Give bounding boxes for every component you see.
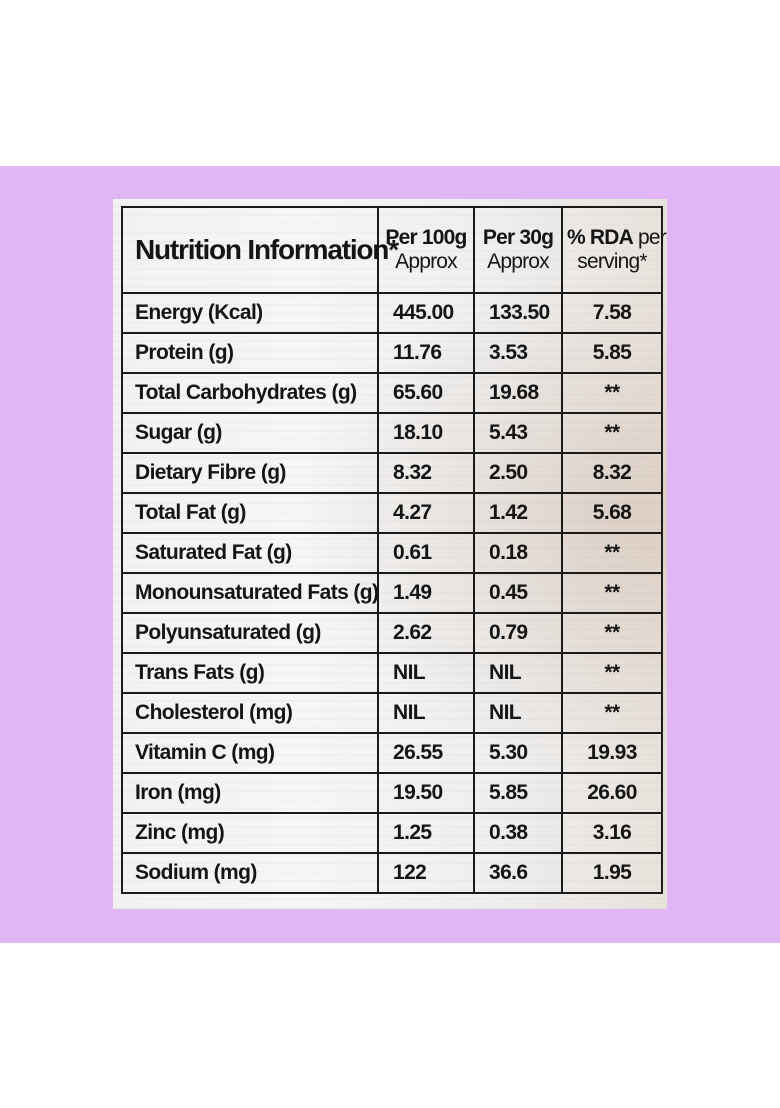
- per-30g-value: 36.6: [473, 852, 563, 894]
- rda-value: 3.16: [561, 812, 663, 854]
- nutrition-table: Nutrition Information* Per 100g Approx P…: [121, 206, 667, 894]
- per-100g-value: 18.10: [377, 412, 475, 454]
- per-30g-value: 0.45: [473, 572, 563, 614]
- header-rda-bold: % RDA: [567, 226, 634, 249]
- nutrient-name: Sodium (mg): [121, 852, 379, 894]
- header-per-30g-line1: Per 30g: [482, 226, 554, 249]
- per-100g-value: 445.00: [377, 292, 475, 334]
- table-row: Zinc (mg) 1.25 0.38 3.16: [121, 812, 663, 854]
- table-row: Total Fat (g) 4.27 1.42 5.68: [121, 492, 663, 534]
- per-100g-value: 8.32: [377, 452, 475, 494]
- header-rda: % RDA per serving*: [561, 206, 667, 294]
- nutrient-name: Dietary Fibre (g): [121, 452, 379, 494]
- nutrient-name: Trans Fats (g): [121, 652, 379, 694]
- table-row: Total Carbohydrates (g) 65.60 19.68 **: [121, 372, 663, 414]
- per-30g-value: 1.42: [473, 492, 563, 534]
- header-nutrition-information: Nutrition Information*: [121, 206, 399, 294]
- per-30g-value: 5.85: [473, 772, 563, 814]
- table-row: Sugar (g) 18.10 5.43 **: [121, 412, 663, 454]
- header-row: Nutrition Information* Per 100g Approx P…: [121, 206, 667, 294]
- nutrient-name: Total Carbohydrates (g): [121, 372, 379, 414]
- table-row: Dietary Fibre (g) 8.32 2.50 8.32: [121, 452, 663, 494]
- rda-value: 1.95: [561, 852, 663, 894]
- per-30g-value: 5.30: [473, 732, 563, 774]
- header-per-100g-line1: Per 100g: [385, 226, 467, 249]
- nutrient-name: Sugar (g): [121, 412, 379, 454]
- nutrient-name: Vitamin C (mg): [121, 732, 379, 774]
- rda-value: 19.93: [561, 732, 663, 774]
- table-row: Monounsaturated Fats (g) 1.49 0.45 **: [121, 572, 663, 614]
- per-30g-value: 0.38: [473, 812, 563, 854]
- per-30g-value: 3.53: [473, 332, 563, 374]
- nutrient-name: Zinc (mg): [121, 812, 379, 854]
- table-row: Trans Fats (g) NIL NIL **: [121, 652, 663, 694]
- rda-value: 8.32: [561, 452, 663, 494]
- header-per-100g: Per 100g Approx: [377, 206, 475, 294]
- per-30g-value: NIL: [473, 692, 563, 734]
- rda-value: **: [561, 692, 663, 734]
- table-row: Iron (mg) 19.50 5.85 26.60: [121, 772, 663, 814]
- nutrient-name: Iron (mg): [121, 772, 379, 814]
- rda-value: 5.85: [561, 332, 663, 374]
- nutrient-name: Cholesterol (mg): [121, 692, 379, 734]
- rda-value: **: [561, 652, 663, 694]
- per-100g-value: 4.27: [377, 492, 475, 534]
- rda-value: 5.68: [561, 492, 663, 534]
- header-per-30g: Per 30g Approx: [473, 206, 563, 294]
- per-100g-value: 2.62: [377, 612, 475, 654]
- per-30g-value: 19.68: [473, 372, 563, 414]
- per-30g-value: 133.50: [473, 292, 563, 334]
- rda-value: **: [561, 412, 663, 454]
- per-100g-value: 1.25: [377, 812, 475, 854]
- nutrient-name: Total Fat (g): [121, 492, 379, 534]
- table-row: Cholesterol (mg) NIL NIL **: [121, 692, 663, 734]
- rda-value: 7.58: [561, 292, 663, 334]
- nutrient-name: Protein (g): [121, 332, 379, 374]
- per-30g-value: NIL: [473, 652, 563, 694]
- per-100g-value: 26.55: [377, 732, 475, 774]
- per-100g-value: NIL: [377, 692, 475, 734]
- rda-value: **: [561, 572, 663, 614]
- table-row: Sodium (mg) 122 36.6 1.95: [121, 852, 663, 894]
- header-rda-line1: % RDA per: [567, 226, 667, 250]
- per-30g-value: 2.50: [473, 452, 563, 494]
- nutrient-name: Polyunsaturated (g): [121, 612, 379, 654]
- per-100g-value: 65.60: [377, 372, 475, 414]
- per-100g-value: 11.76: [377, 332, 475, 374]
- table-row: Protein (g) 11.76 3.53 5.85: [121, 332, 663, 374]
- nutrient-name: Monounsaturated Fats (g): [121, 572, 379, 614]
- table-row: Energy (Kcal) 445.00 133.50 7.58: [121, 292, 663, 334]
- per-30g-value: 0.79: [473, 612, 563, 654]
- header-per-30g-line2: Approx: [487, 250, 550, 273]
- table-row: Vitamin C (mg) 26.55 5.30 19.93: [121, 732, 663, 774]
- rda-value: **: [561, 532, 663, 574]
- per-100g-value: 122: [377, 852, 475, 894]
- header-rda-per: per: [633, 226, 667, 249]
- table-row: Saturated Fat (g) 0.61 0.18 **: [121, 532, 663, 574]
- rda-value: **: [561, 372, 663, 414]
- per-100g-value: 1.49: [377, 572, 475, 614]
- per-100g-value: NIL: [377, 652, 475, 694]
- header-rda-line2: serving*: [577, 250, 647, 273]
- nutrient-name: Energy (Kcal): [121, 292, 379, 334]
- table-row: Polyunsaturated (g) 2.62 0.79 **: [121, 612, 663, 654]
- nutrient-name: Saturated Fat (g): [121, 532, 379, 574]
- header-per-100g-line2: Approx: [395, 250, 458, 273]
- per-30g-value: 5.43: [473, 412, 563, 454]
- rda-value: 26.60: [561, 772, 663, 814]
- per-100g-value: 0.61: [377, 532, 475, 574]
- per-100g-value: 19.50: [377, 772, 475, 814]
- per-30g-value: 0.18: [473, 532, 563, 574]
- rda-value: **: [561, 612, 663, 654]
- header-title: Nutrition Information*: [135, 234, 399, 265]
